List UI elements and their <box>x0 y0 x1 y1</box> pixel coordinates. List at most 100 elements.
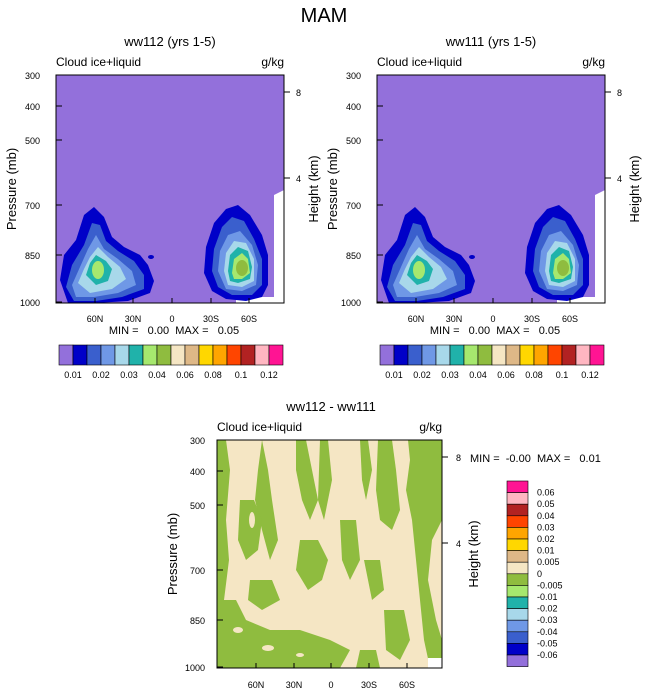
colorbar-swatch <box>506 631 529 644</box>
colorbar-swatch <box>506 608 529 621</box>
y-axis-label: Pressure (mb) <box>165 513 180 595</box>
colorbar-label: 0.01 <box>385 370 403 380</box>
y-tick-label: 300 <box>346 71 361 81</box>
colorbar-swatch <box>589 344 605 366</box>
colorbar-label: -0.03 <box>537 615 558 625</box>
y-tick-label: 700 <box>25 201 40 211</box>
panel-difference: ww112 - ww111 Cloud ice+liquid g/kg <box>165 399 601 690</box>
colorbar-label: 0.04 <box>537 511 555 521</box>
colorbar-swatch <box>506 619 529 633</box>
panel-ww112: ww112 (yrs 1-5) Cloud ice+liquid g/kg 30… <box>4 34 321 380</box>
units-label: g/kg <box>582 55 605 69</box>
colorbar-swatch <box>435 344 451 366</box>
y-tick-label: 850 <box>25 251 40 261</box>
colorbar-swatch <box>505 344 521 366</box>
y-tick-label: 500 <box>190 501 205 511</box>
y-right-tick-label: 4 <box>296 174 301 184</box>
x-tick-label: 30N <box>125 314 142 324</box>
colorbar-swatch <box>128 344 144 366</box>
min-max-stats: MIN = -0.00 MAX = 0.01 <box>470 453 601 465</box>
colorbar-swatch <box>421 344 437 366</box>
units-label: g/kg <box>261 55 284 69</box>
colorbar-label: 0.02 <box>92 370 110 380</box>
colorbar-swatch <box>477 344 493 366</box>
y-tick-label: 500 <box>346 136 361 146</box>
colorbar-swatch <box>506 654 529 667</box>
contour-field <box>56 75 284 303</box>
y-tick-label: 850 <box>346 251 361 261</box>
colorbar-swatch <box>393 344 409 366</box>
colorbar-label: 0.02 <box>413 370 431 380</box>
colorbar-swatch <box>506 596 529 609</box>
colorbar-label: 0.06 <box>537 488 555 498</box>
x-tick-label: 30S <box>361 680 377 690</box>
y-axis-right: 8 4 <box>442 453 461 549</box>
colorbar-label: -0.04 <box>537 627 558 637</box>
y-tick-label: 300 <box>190 436 205 446</box>
colorbar-swatch <box>547 344 563 366</box>
colorbar-label: 0.03 <box>441 370 459 380</box>
colorbar-label: 0.03 <box>537 522 555 532</box>
colorbar-swatch <box>506 538 529 551</box>
y-axis-right-label: Height (km) <box>306 155 321 222</box>
x-tick-label: 60N <box>408 314 425 324</box>
y-tick-label: 1000 <box>341 298 361 308</box>
plot-frame <box>376 74 606 304</box>
x-tick-label: 60S <box>399 680 415 690</box>
x-tick-label: 0 <box>490 314 495 324</box>
figure-main-title: MAM <box>301 5 348 27</box>
y-tick-label: 1000 <box>185 663 205 673</box>
contour-field <box>377 75 605 303</box>
x-axis: 60N 30N 0 30S 60S <box>408 298 578 324</box>
colorbar-swatch <box>379 344 395 366</box>
x-axis: 60N 30N 0 30S 60S <box>87 298 257 324</box>
min-max-stats: MIN = 0.00 MAX = 0.05 <box>109 325 239 337</box>
y-axis: 300 400 500 700 850 1000 <box>20 71 62 308</box>
y-axis: 300 400 500 700 850 1000 <box>185 436 223 673</box>
y-right-tick-label: 8 <box>617 88 622 98</box>
colorbar-label: 0.03 <box>120 370 138 380</box>
colorbar-label: 0.12 <box>260 370 278 380</box>
y-right-tick-label: 8 <box>456 453 461 463</box>
x-tick-label: 30N <box>286 680 303 690</box>
panel-title: ww112 (yrs 1-5) <box>123 34 216 49</box>
colorbar-label: 0.06 <box>176 370 194 380</box>
colorbar-label: -0.005 <box>537 580 563 590</box>
colorbar: 0.01 0.02 0.03 0.04 0.06 0.08 0.1 0.12 <box>58 344 284 380</box>
y-tick-label: 400 <box>346 102 361 112</box>
x-tick-label: 30N <box>446 314 463 324</box>
colorbar-swatch <box>506 527 529 540</box>
contour-field <box>217 440 442 668</box>
plot-frame <box>55 74 285 304</box>
colorbar-vertical: 0.060.05 0.040.03 0.02 0.010.005 0-0.005 -0.0… <box>506 480 563 667</box>
colorbar-swatch <box>184 344 200 366</box>
colorbar-label: -0.02 <box>537 604 558 614</box>
colorbar-swatch <box>506 480 529 493</box>
colorbar-label: 0.04 <box>148 370 166 380</box>
colorbar-swatch <box>212 344 228 366</box>
variable-label: Cloud ice+liquid <box>217 420 302 434</box>
colorbar-swatch <box>575 344 591 366</box>
y-axis-label: Pressure (mb) <box>4 148 19 230</box>
y-tick-label: 700 <box>346 201 361 211</box>
colorbar-swatch <box>506 503 529 517</box>
colorbar-swatch <box>170 344 186 366</box>
x-axis: 60N 30N 0 30S 60S <box>248 663 415 690</box>
y-right-tick-label: 4 <box>456 539 461 549</box>
colorbar-swatch <box>226 344 242 366</box>
y-tick-label: 300 <box>25 71 40 81</box>
colorbar-swatch <box>72 344 88 366</box>
y-tick-label: 1000 <box>20 298 40 308</box>
x-tick-label: 0 <box>328 680 333 690</box>
colorbar-swatch <box>142 344 158 366</box>
colorbar-label: 0 <box>537 569 542 579</box>
y-axis-label: Pressure (mb) <box>325 148 340 230</box>
colorbar-label: 0.05 <box>537 499 555 509</box>
colorbar-swatch <box>114 344 130 366</box>
colorbar-swatch <box>407 344 423 366</box>
colorbar-swatch <box>506 585 529 598</box>
min-max-stats: MIN = 0.00 MAX = 0.05 <box>430 325 560 337</box>
y-tick-label: 850 <box>190 616 205 626</box>
x-tick-label: 30S <box>203 314 219 324</box>
